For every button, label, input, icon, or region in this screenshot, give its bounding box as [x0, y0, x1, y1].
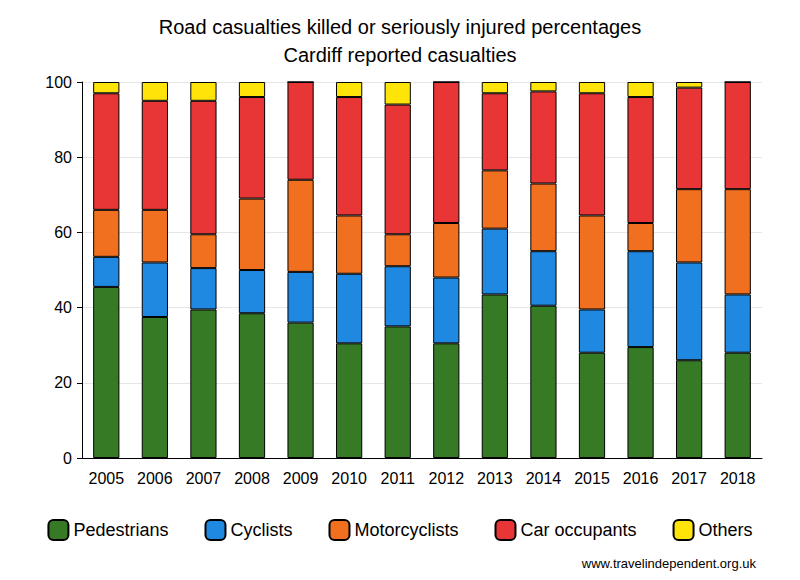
svg-text:0: 0 — [63, 450, 72, 467]
svg-text:2007: 2007 — [186, 470, 222, 487]
svg-text:Car occupants: Car occupants — [520, 520, 636, 540]
svg-text:2017: 2017 — [671, 470, 707, 487]
svg-text:Others: Others — [699, 520, 753, 540]
svg-text:2016: 2016 — [623, 470, 659, 487]
svg-text:2012: 2012 — [428, 470, 464, 487]
svg-text:2015: 2015 — [574, 470, 610, 487]
svg-text:www.travelindependent.org.uk: www.travelindependent.org.uk — [581, 556, 757, 571]
svg-text:2009: 2009 — [283, 470, 319, 487]
svg-text:Cyclists: Cyclists — [230, 520, 292, 540]
svg-text:2010: 2010 — [331, 470, 367, 487]
svg-text:Pedestrians: Pedestrians — [73, 520, 168, 540]
svg-text:100: 100 — [45, 74, 72, 91]
svg-text:2014: 2014 — [526, 470, 562, 487]
svg-text:2008: 2008 — [234, 470, 270, 487]
svg-text:Motorcyclists: Motorcyclists — [354, 520, 458, 540]
svg-text:Road casualties killed or seri: Road casualties killed or seriously inju… — [159, 16, 641, 38]
svg-text:2011: 2011 — [381, 470, 416, 487]
svg-text:2013: 2013 — [477, 470, 513, 487]
svg-text:40: 40 — [54, 299, 72, 316]
svg-text:20: 20 — [54, 374, 72, 391]
svg-text:2005: 2005 — [88, 470, 124, 487]
svg-text:Cardiff reported casualties: Cardiff reported casualties — [283, 44, 516, 66]
svg-text:2018: 2018 — [720, 470, 756, 487]
svg-text:80: 80 — [54, 149, 72, 166]
svg-text:60: 60 — [54, 224, 72, 241]
svg-text:2006: 2006 — [137, 470, 173, 487]
